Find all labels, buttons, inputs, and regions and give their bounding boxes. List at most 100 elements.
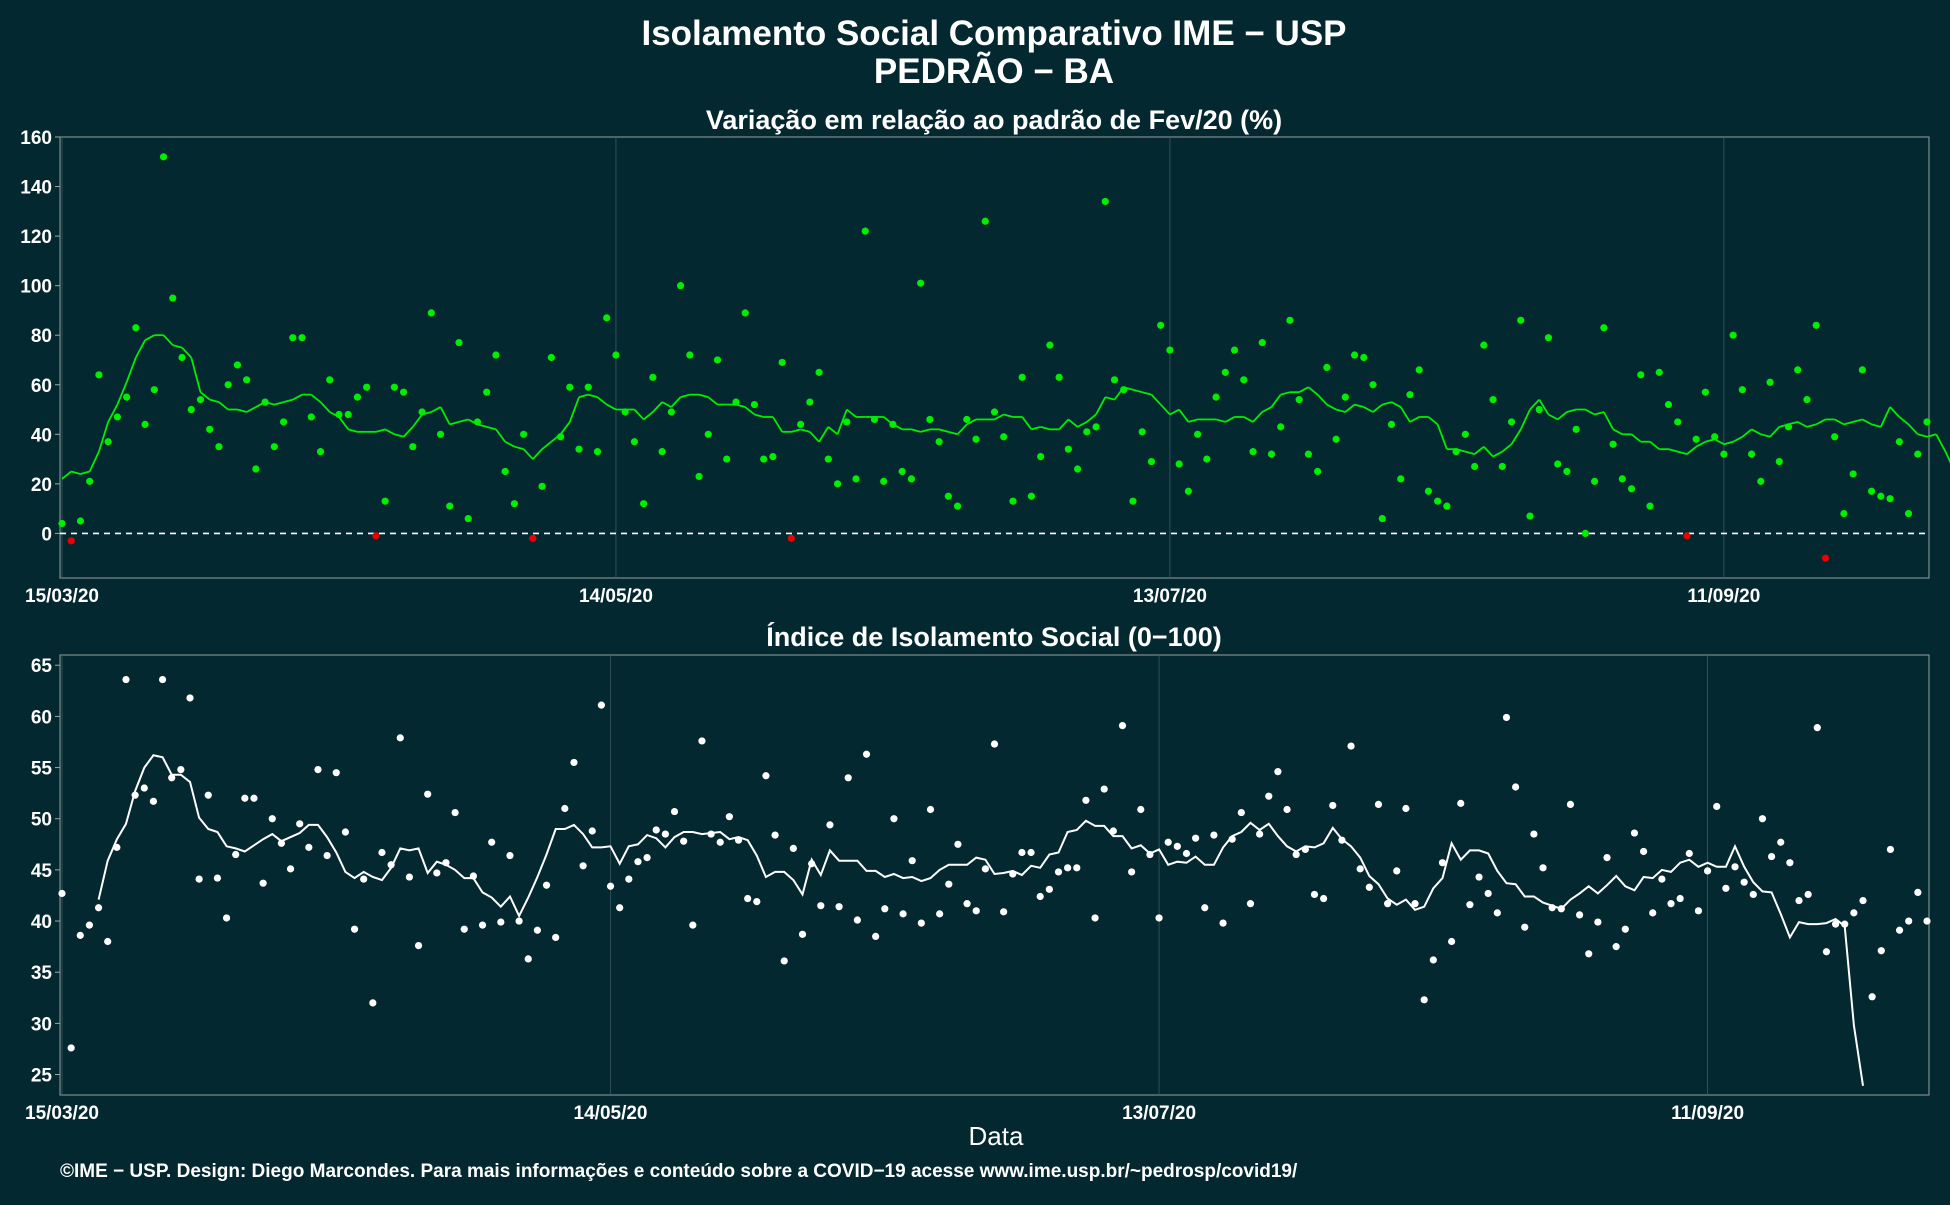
moving-average-segment xyxy=(135,339,146,358)
moving-average-segment xyxy=(449,421,460,426)
data-point xyxy=(1692,435,1700,443)
data-point xyxy=(676,282,685,290)
data-point xyxy=(908,857,916,865)
moving-average-segment xyxy=(394,433,404,438)
panel2-plot: 15/03/20 14/05/20 13/07/20 11/09/20 25 30 35 40… xyxy=(25,654,1931,1124)
data-point xyxy=(1591,477,1599,485)
moving-average-segment xyxy=(1326,403,1337,411)
x-tick-label: 13/07/20 xyxy=(1122,1103,1196,1124)
data-point xyxy=(1794,366,1802,374)
moving-average-segment xyxy=(846,408,857,418)
moving-average-segment xyxy=(172,344,183,349)
data-point xyxy=(1267,450,1276,458)
data-point xyxy=(695,472,703,481)
moving-average-segment xyxy=(1603,411,1614,430)
data-point xyxy=(314,766,322,774)
moving-average-segment xyxy=(504,440,515,448)
moving-average-segment xyxy=(1335,408,1346,413)
moving-average-segment xyxy=(514,445,524,451)
data-point xyxy=(806,398,814,406)
y-tick-label: 60 xyxy=(31,707,52,728)
data-point xyxy=(323,851,331,860)
data-point xyxy=(1777,838,1785,846)
data-point xyxy=(1738,386,1746,394)
data-point xyxy=(723,455,731,463)
data-point xyxy=(972,907,980,915)
data-point xyxy=(405,873,414,881)
data-point xyxy=(667,408,675,416)
data-point xyxy=(520,430,528,438)
data-point xyxy=(1676,894,1684,903)
data-point xyxy=(1338,836,1346,844)
data-point xyxy=(1384,900,1392,908)
data-point xyxy=(400,388,408,396)
moving-average-segment xyxy=(402,426,414,438)
data-point xyxy=(1711,433,1719,441)
data-point xyxy=(1221,368,1229,376)
data-point xyxy=(316,448,325,456)
data-point xyxy=(1849,470,1857,478)
data-point xyxy=(1747,450,1756,458)
data-point xyxy=(1146,850,1154,859)
moving-average-segment xyxy=(911,428,921,433)
data-point xyxy=(579,862,587,870)
data-point xyxy=(1452,448,1460,456)
data-point xyxy=(1766,378,1774,386)
data-point xyxy=(1502,713,1511,722)
moving-average-segment xyxy=(458,418,469,423)
moving-average-segment xyxy=(1723,440,1734,446)
data-point xyxy=(769,453,777,461)
data-point xyxy=(1054,868,1063,876)
data-point xyxy=(538,482,546,490)
moving-average-segment xyxy=(283,398,294,403)
data-point xyxy=(944,492,952,500)
data-point xyxy=(1886,845,1895,854)
moving-average-segment xyxy=(1160,403,1171,416)
moving-average-segment xyxy=(680,393,691,399)
data-point xyxy=(1923,418,1931,426)
data-point xyxy=(1740,878,1748,886)
data-point xyxy=(1470,462,1479,471)
data-point xyxy=(1341,393,1349,401)
data-point xyxy=(1600,324,1608,332)
data-point xyxy=(506,851,514,860)
data-point xyxy=(762,772,770,780)
data-point xyxy=(1237,808,1245,817)
moving-average-segment xyxy=(920,428,931,433)
data-point xyxy=(1277,423,1285,431)
moving-average-segment xyxy=(818,426,830,443)
data-point xyxy=(1512,783,1520,791)
moving-average-segment xyxy=(707,396,719,406)
moving-average-segment xyxy=(1769,426,1780,438)
data-point xyxy=(233,361,242,369)
data-point xyxy=(396,734,404,742)
data-point xyxy=(890,815,898,823)
data-point xyxy=(363,383,371,391)
data-point xyxy=(963,415,971,424)
moving-average-segment xyxy=(1584,408,1596,416)
data-point xyxy=(1521,923,1529,931)
data-point xyxy=(1219,919,1227,927)
data-point xyxy=(95,371,103,379)
data-point xyxy=(808,860,816,868)
data-point xyxy=(515,917,523,925)
moving-average-segment xyxy=(144,334,155,341)
data-point xyxy=(289,334,297,342)
data-point xyxy=(1036,892,1044,901)
data-point xyxy=(1544,334,1553,342)
data-point xyxy=(1664,400,1673,409)
y-tick-label: 100 xyxy=(20,277,52,298)
y-tick-label: 30 xyxy=(31,1014,52,1035)
data-point xyxy=(981,217,989,225)
moving-average-segment xyxy=(1086,413,1097,423)
data-point xyxy=(1658,875,1666,883)
data-point xyxy=(1904,509,1913,518)
y-tick-label: 35 xyxy=(31,963,53,984)
data-point xyxy=(1841,920,1849,928)
data-point xyxy=(1731,863,1739,871)
data-point xyxy=(1667,900,1675,908)
data-point xyxy=(652,826,660,834)
data-point xyxy=(1000,908,1008,916)
moving-average-segment xyxy=(1935,433,1947,453)
data-point xyxy=(889,420,897,428)
